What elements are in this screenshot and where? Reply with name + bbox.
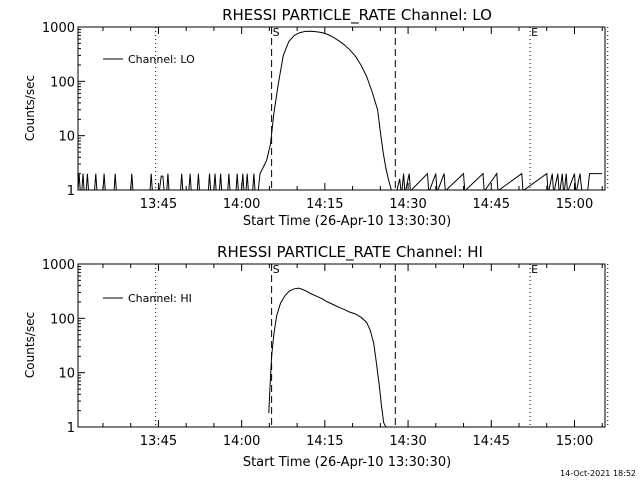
y-tick-label: 100	[50, 312, 75, 327]
legend: Channel: LO	[103, 53, 195, 66]
x-axis-label: Start Time (26-Apr-10 13:30:30)	[243, 455, 451, 470]
y-tick-label: 1	[67, 184, 75, 199]
y-tick-label: 1000	[42, 258, 75, 273]
x-axis: 13:45 14:00 14:15 14:30 14:45 15:00	[102, 27, 603, 212]
footer-timestamp: 14-Oct-2021 18:52	[560, 469, 636, 478]
series-line-hi	[268, 287, 387, 428]
x-tick-label: 13:45	[140, 434, 177, 449]
plot-frame	[77, 263, 606, 428]
lo-channel-panel: RHESSI PARTICLE_RATE Channel: LO 1101001…	[23, 6, 609, 229]
x-tick-label: 14:00	[223, 434, 260, 449]
x-tick-label: 14:45	[473, 197, 510, 212]
hi-channel-panel: RHESSI PARTICLE_RATE Channel: HI 1101001…	[23, 243, 609, 470]
legend-label: Channel: LO	[128, 53, 195, 66]
x-tick-label: 14:15	[306, 197, 343, 212]
marker-label: E	[531, 263, 538, 276]
y-axis: 1 10 100 1000	[42, 258, 85, 436]
x-tick-label: 14:45	[473, 434, 510, 449]
legend: Channel: HI	[103, 292, 192, 305]
y-tick-label: 1	[67, 421, 75, 436]
y-tick-label: 10	[58, 367, 75, 382]
chart-title: RHESSI PARTICLE_RATE Channel: HI	[217, 243, 483, 262]
marker-label: S	[273, 263, 280, 276]
x-tick-label: 13:45	[140, 197, 177, 212]
x-tick-label: 14:15	[306, 434, 343, 449]
y-axis: 1 10 100 1000	[42, 21, 85, 199]
x-tick-label: 14:30	[389, 197, 426, 212]
plot-frame	[77, 26, 606, 191]
y-axis-label: Counts/sec	[23, 312, 37, 378]
y-tick-label: 100	[50, 75, 75, 90]
x-tick-label: 15:00	[556, 434, 593, 449]
legend-label: Channel: HI	[128, 292, 192, 305]
chart-title: RHESSI PARTICLE_RATE Channel: LO	[222, 6, 492, 25]
x-axis: 13:45 14:00 14:15 14:30 14:45 15:00	[102, 264, 603, 449]
marker-label: E	[531, 26, 538, 39]
series-line-lo	[77, 30, 603, 191]
y-tick-label: 10	[58, 130, 75, 145]
y-tick-label: 1000	[42, 21, 75, 36]
x-tick-label: 15:00	[556, 197, 593, 212]
x-tick-label: 14:00	[223, 197, 260, 212]
x-tick-label: 14:30	[389, 434, 426, 449]
y-axis-label: Counts/sec	[23, 75, 37, 141]
marker-label: S	[273, 26, 280, 39]
x-axis-label: Start Time (26-Apr-10 13:30:30)	[243, 214, 451, 229]
